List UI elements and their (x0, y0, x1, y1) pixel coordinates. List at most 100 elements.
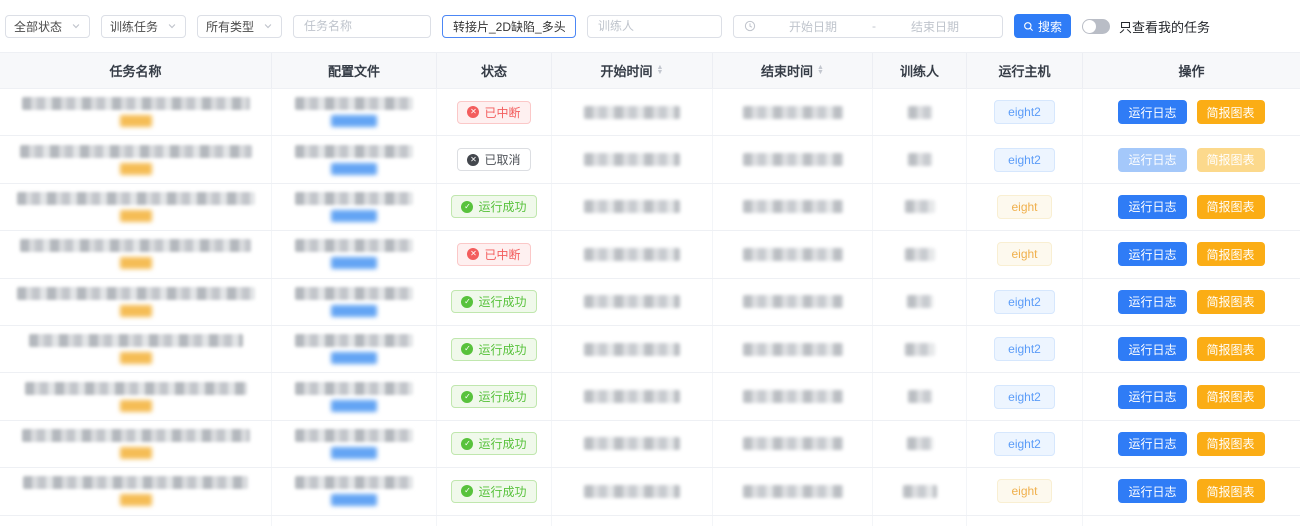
table-row-partial (0, 515, 1300, 526)
sort-up-icon[interactable]: ▲ (817, 64, 824, 71)
report-chart-button: 简报图表 (1196, 147, 1265, 172)
status-badge: ✓ 运行成功 (451, 385, 537, 409)
host-badge: eight2 (994, 100, 1055, 125)
table-row: ✓ 运行成功 eight2 运行日志 简报图表 (0, 420, 1300, 469)
task-type-badge (119, 162, 152, 175)
blurred-end-time (742, 247, 843, 261)
blurred-end-time (742, 200, 843, 214)
report-chart-button[interactable]: 简报图表 (1196, 242, 1265, 267)
report-chart-button[interactable]: 简报图表 (1196, 100, 1265, 125)
sort-carets-icon[interactable]: ▲ ▼ (656, 64, 664, 76)
config-file-link[interactable] (331, 304, 377, 317)
my-tasks-toggle[interactable] (1082, 18, 1111, 34)
task-type-select[interactable]: 训练任务 (101, 14, 186, 38)
end-date-input[interactable]: 结束日期 (910, 19, 959, 34)
end-time-cell (713, 325, 873, 373)
report-chart-button[interactable]: 简报图表 (1196, 431, 1265, 456)
status-label: 已中断 (484, 247, 521, 262)
partial-cell (552, 515, 713, 526)
end-time-cell (713, 231, 873, 278)
date-range-picker[interactable]: 开始日期 - 结束日期 (733, 14, 1003, 38)
run-log-button[interactable]: 运行日志 (1118, 431, 1187, 456)
status-badge: ✓ 运行成功 (451, 290, 537, 314)
column-header-5[interactable]: 结束时间 ▲ ▼ (713, 53, 873, 88)
run-log-button[interactable]: 运行日志 (1118, 100, 1187, 125)
config-file-link[interactable] (331, 352, 377, 365)
config-file-link[interactable] (331, 115, 377, 128)
column-header-label: 配置文件 (327, 64, 380, 79)
report-chart-button[interactable]: 简报图表 (1196, 194, 1265, 219)
search-button[interactable]: 搜索 (1014, 14, 1072, 38)
config-file-link[interactable] (331, 446, 377, 459)
chevron-down-icon (167, 21, 177, 31)
status-badge: ✓ 运行成功 (451, 337, 537, 361)
blurred-start-time (584, 200, 680, 214)
end-time-cell (713, 468, 873, 515)
start-date-input[interactable]: 开始日期 (788, 19, 837, 34)
blurred-end-time (742, 390, 843, 404)
run-log-button[interactable]: 运行日志 (1118, 337, 1187, 362)
status-label: 运行成功 (478, 390, 527, 405)
report-chart-button[interactable]: 简报图表 (1196, 479, 1265, 504)
category-value: 所有类型 (206, 19, 255, 34)
sort-up-icon[interactable]: ▲ (656, 64, 664, 71)
column-header-3: 状态 (437, 53, 552, 88)
blurred-end-time (742, 105, 843, 119)
blurred-trainer-name (907, 105, 932, 119)
run-log-button[interactable]: 运行日志 (1118, 242, 1187, 267)
end-time-cell (713, 278, 873, 325)
column-header-2: 配置文件 (272, 53, 437, 88)
report-chart-button[interactable]: 简报图表 (1196, 289, 1265, 314)
blurred-start-time (584, 390, 680, 404)
chevron-down-icon (71, 21, 81, 31)
toggle-knob (1083, 19, 1097, 33)
blurred-config-name (295, 286, 413, 300)
blurred-task-name (21, 97, 250, 111)
run-log-button[interactable]: 运行日志 (1118, 289, 1187, 314)
filter-toolbar: 全部状态 训练任务 所有类型 开始日期 - 结束日期 搜索 只查看我 (0, 0, 1300, 52)
actions-cell: 运行日志 简报图表 (1083, 231, 1300, 277)
config-file-link[interactable] (331, 162, 377, 175)
status-success-icon: ✓ (461, 485, 474, 498)
partial-cell (437, 515, 552, 526)
host-badge: eight2 (994, 147, 1055, 172)
actions-cell: 运行日志 简报图表 (1083, 421, 1300, 467)
task-type-badge (119, 399, 152, 412)
blurred-end-time (742, 484, 843, 498)
report-chart-button[interactable]: 简报图表 (1196, 337, 1265, 362)
table-body: ✕ 已中断 eight2 运行日志 简报图表 ✕ 已取消 eight2 运行日志 简报图表 ✓ 运行成… (0, 89, 1300, 526)
blurred-start-time (584, 295, 680, 309)
status-cell: ✕ 已中断 (437, 89, 552, 136)
status-cell: ✕ 已取消 (437, 136, 552, 183)
task-name-input[interactable] (293, 14, 431, 38)
actions-cell: 运行日志 简报图表 (1083, 89, 1300, 135)
config-file-link[interactable] (331, 399, 377, 412)
run-log-button[interactable]: 运行日志 (1118, 194, 1187, 219)
config-file-cell (272, 373, 437, 420)
keyword-input[interactable] (442, 14, 576, 38)
config-file-link[interactable] (331, 257, 377, 270)
status-filter-select[interactable]: 全部状态 (5, 14, 90, 38)
sort-carets-icon[interactable]: ▲ ▼ (817, 64, 824, 76)
config-file-link[interactable] (331, 209, 377, 222)
column-header-4[interactable]: 开始时间 ▲ ▼ (552, 53, 713, 88)
blurred-start-time (584, 247, 680, 261)
sort-down-icon[interactable]: ▼ (656, 68, 664, 76)
category-select[interactable]: 所有类型 (197, 14, 282, 38)
config-file-link[interactable] (331, 494, 377, 507)
run-log-button[interactable]: 运行日志 (1118, 479, 1187, 504)
run-log-button[interactable]: 运行日志 (1118, 384, 1187, 409)
table-row: ✓ 运行成功 eight 运行日志 简报图表 (0, 183, 1300, 232)
task-type-value: 训练任务 (110, 19, 159, 34)
partial-cell (0, 515, 272, 526)
task-name-cell (0, 373, 272, 420)
status-cell: ✓ 运行成功 (437, 278, 552, 325)
column-header-8: 操作 (1083, 53, 1300, 88)
table-header: 任务名称 配置文件 状态 开始时间 ▲ ▼ 结束时间 ▲ ▼ 训练人 运行主机 操作 (0, 52, 1300, 89)
sort-down-icon[interactable]: ▼ (817, 68, 824, 76)
report-chart-button[interactable]: 简报图表 (1196, 384, 1265, 409)
partial-cell (272, 515, 437, 526)
task-name-cell (0, 136, 272, 183)
table-row: ✕ 已中断 eight 运行日志 简报图表 (0, 231, 1300, 279)
trainer-input[interactable] (587, 14, 722, 38)
